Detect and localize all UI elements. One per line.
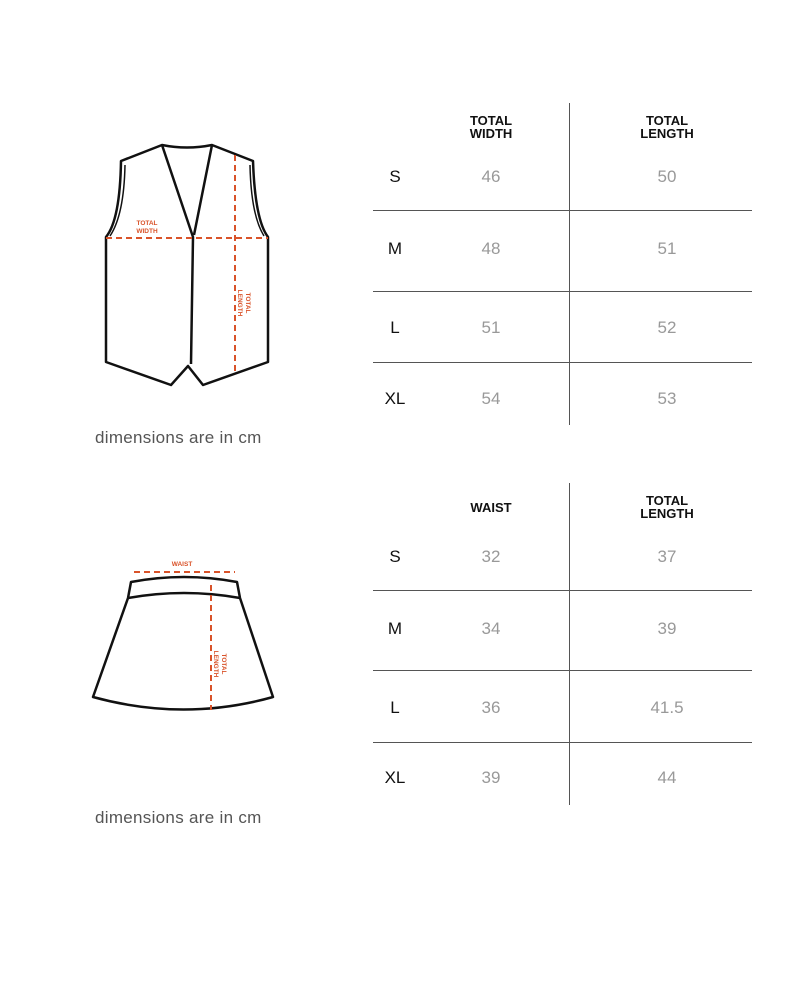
skirt-waist-label: WAIST (172, 561, 193, 568)
cell-value: 51 (481, 318, 501, 337)
cell-value: 48 (481, 239, 501, 258)
cell-value: 36 (481, 698, 501, 717)
skirt-length-label: TOTAL (220, 653, 227, 674)
size-label: M (387, 619, 403, 638)
size-label: L (390, 698, 400, 717)
header-total-width: TOTAL WIDTH (469, 113, 513, 141)
svg-text:LENGTH: LENGTH (236, 290, 243, 317)
cell-value: 53 (657, 389, 677, 408)
vest-diagram (104, 143, 270, 387)
cell-value: 50 (657, 167, 677, 186)
cell-value: 39 (657, 619, 677, 638)
cell-value: 39 (481, 768, 501, 787)
skirt-diagram (91, 575, 275, 711)
cell-value: 51 (657, 239, 677, 258)
vest-length-label: TOTAL (244, 292, 251, 313)
size-label: S (389, 547, 401, 566)
header-waist: WAIST (470, 500, 512, 515)
cell-value: 32 (481, 547, 501, 566)
cell-value: 37 (657, 547, 677, 566)
cell-value: 54 (481, 389, 501, 408)
size-label: XL (384, 389, 406, 408)
size-label: S (389, 167, 401, 186)
svg-text:LENGTH: LENGTH (212, 651, 219, 678)
header-total-length: TOTAL LENGTH (640, 113, 694, 141)
cell-value: 44 (657, 768, 677, 787)
svg-text:WIDTH: WIDTH (136, 228, 158, 235)
size-label: L (390, 318, 400, 337)
vest-width-label: TOTAL (136, 220, 157, 227)
header-total-length: TOTAL LENGTH (640, 493, 694, 521)
size-label: XL (384, 768, 406, 787)
cell-value: 34 (481, 619, 501, 638)
cell-value: 46 (481, 167, 501, 186)
skirt-units-note: dimensions are in cm (95, 808, 262, 827)
cell-value: 41.5 (650, 698, 684, 717)
size-label: M (387, 239, 403, 258)
vest-units-note: dimensions are in cm (95, 428, 262, 447)
cell-value: 52 (657, 318, 677, 337)
